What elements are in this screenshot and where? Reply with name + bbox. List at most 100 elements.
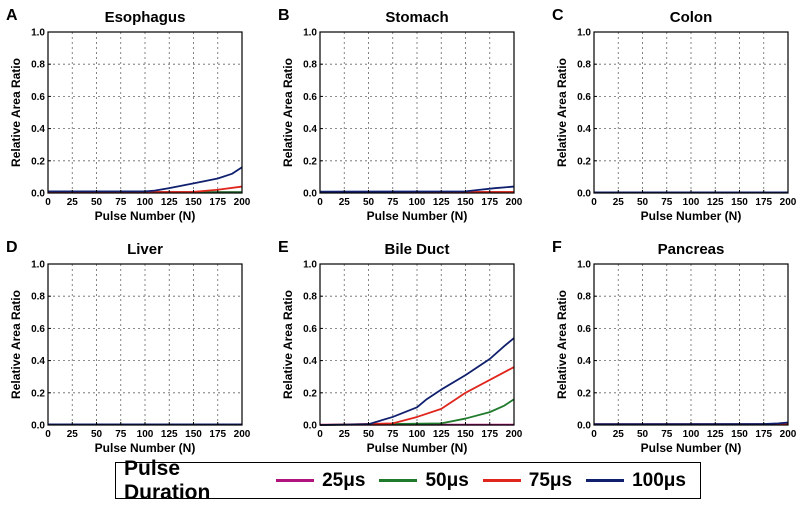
x-tick-label: 100 (409, 429, 426, 440)
x-axis-label: Pulse Number (N) (95, 209, 196, 223)
x-tick-label: 125 (707, 197, 724, 208)
x-tick-label: 100 (137, 197, 154, 208)
chart-title: Esophagus (105, 9, 186, 26)
x-tick-label: 25 (67, 197, 79, 208)
y-tick-label: 0.6 (31, 324, 45, 335)
x-tick-label: 175 (209, 197, 226, 208)
x-tick-label: 50 (363, 429, 375, 440)
x-tick-label: 0 (591, 429, 597, 440)
y-tick-label: 0.4 (303, 124, 317, 135)
chart-title: Bile Duct (384, 241, 449, 258)
y-tick-label: 1.0 (577, 260, 591, 271)
y-tick-label: 1.0 (303, 28, 317, 39)
y-tick-label: 0.2 (31, 156, 45, 167)
x-tick-label: 150 (731, 197, 748, 208)
y-tick-label: 0.2 (303, 156, 317, 167)
y-tick-label: 1.0 (303, 260, 317, 271)
series-line-100us (593, 421, 789, 426)
legend-item-100us: 100μs (586, 470, 686, 492)
x-tick-label: 150 (185, 197, 202, 208)
x-tick-label: 25 (339, 197, 351, 208)
x-tick-label: 200 (780, 429, 797, 440)
x-tick-label: 125 (161, 197, 178, 208)
x-tick-label: 50 (637, 197, 649, 208)
x-axis-label: Pulse Number (N) (641, 441, 742, 455)
x-tick-label: 0 (591, 197, 597, 208)
y-tick-label: 0.6 (303, 324, 317, 335)
series-line-50us (319, 398, 515, 426)
legend-swatch-75us (482, 479, 521, 482)
series-line-75us (319, 366, 515, 426)
y-tick-label: 0.4 (577, 356, 591, 367)
y-tick-label: 0.4 (577, 124, 591, 135)
x-tick-label: 25 (613, 197, 625, 208)
x-axis-label: Pulse Number (N) (367, 441, 468, 455)
x-tick-label: 50 (363, 197, 375, 208)
x-tick-label: 75 (115, 429, 127, 440)
legend-label-50us: 50μs (425, 469, 469, 491)
x-tick-label: 175 (481, 197, 498, 208)
y-tick-label: 0.2 (577, 388, 591, 399)
chart-title: Colon (670, 9, 713, 26)
y-tick-label: 1.0 (577, 28, 591, 39)
y-axis-label: Relative Area Ratio (281, 58, 295, 167)
y-tick-label: 0.8 (31, 60, 45, 71)
x-tick-label: 25 (67, 429, 79, 440)
y-axis-label: Relative Area Ratio (555, 290, 569, 399)
x-tick-label: 0 (317, 429, 323, 440)
panel-label: B (278, 7, 290, 24)
legend-item-50us: 50μs (379, 469, 469, 492)
x-tick-label: 175 (481, 429, 498, 440)
y-tick-label: 0.0 (303, 189, 317, 200)
x-tick-label: 150 (731, 429, 748, 440)
x-tick-label: 100 (683, 429, 700, 440)
y-tick-label: 0.0 (31, 421, 45, 432)
x-axis-label: Pulse Number (N) (95, 441, 196, 455)
x-tick-label: 175 (755, 197, 772, 208)
legend-label-75us: 75μs (528, 469, 573, 491)
x-tick-label: 125 (707, 429, 724, 440)
chart-pancreas: F Pancreas 0 25 50 75 100 125 150 175 200 0.0 0.2 0.4… (552, 239, 797, 455)
x-tick-label: 100 (683, 197, 700, 208)
panel-label: F (552, 239, 562, 256)
x-tick-label: 75 (387, 429, 399, 440)
y-tick-label: 0.4 (303, 356, 317, 367)
x-tick-label: 125 (433, 429, 450, 440)
x-tick-label: 150 (185, 429, 202, 440)
chart-title: Liver (127, 241, 163, 258)
x-tick-label: 50 (91, 429, 103, 440)
y-tick-label: 0.6 (577, 324, 591, 335)
y-tick-label: 0.6 (577, 92, 591, 103)
y-tick-label: 0.0 (577, 189, 591, 200)
x-tick-label: 200 (506, 429, 523, 440)
x-tick-label: 175 (755, 429, 772, 440)
x-tick-label: 75 (115, 197, 127, 208)
x-tick-label: 150 (457, 197, 474, 208)
y-tick-label: 0.0 (303, 421, 317, 432)
x-tick-label: 0 (45, 429, 51, 440)
chart-title: Stomach (385, 9, 448, 26)
legend-label-25us: 25μs (322, 469, 366, 491)
x-tick-label: 200 (780, 197, 797, 208)
x-tick-label: 150 (457, 429, 474, 440)
x-tick-label: 125 (433, 197, 450, 208)
chart-colon: C Colon 0 25 50 75 100 125 150 175 200 0.0 0.2 0.4 0.6… (552, 7, 797, 223)
y-tick-label: 0.2 (303, 388, 317, 399)
x-tick-label: 175 (209, 429, 226, 440)
x-axis-label: Pulse Number (N) (367, 209, 468, 223)
y-axis-label: Relative Area Ratio (555, 58, 569, 167)
y-tick-label: 0.8 (577, 60, 591, 71)
y-tick-label: 1.0 (31, 260, 45, 271)
y-axis-label: Relative Area Ratio (9, 58, 23, 167)
chart-title: Pancreas (658, 241, 725, 258)
x-tick-label: 100 (409, 197, 426, 208)
figure: A Esophagus 0 25 50 75 100 125 150 175 200 0.0 0.2 0.… (6, 7, 797, 455)
x-tick-label: 25 (613, 429, 625, 440)
y-tick-label: 1.0 (31, 28, 45, 39)
y-tick-label: 0.8 (303, 292, 317, 303)
series-line-100us (319, 337, 515, 426)
x-tick-label: 50 (91, 197, 103, 208)
x-tick-label: 0 (317, 197, 323, 208)
legend-swatch-25us (276, 479, 315, 482)
y-tick-label: 0.8 (31, 292, 45, 303)
